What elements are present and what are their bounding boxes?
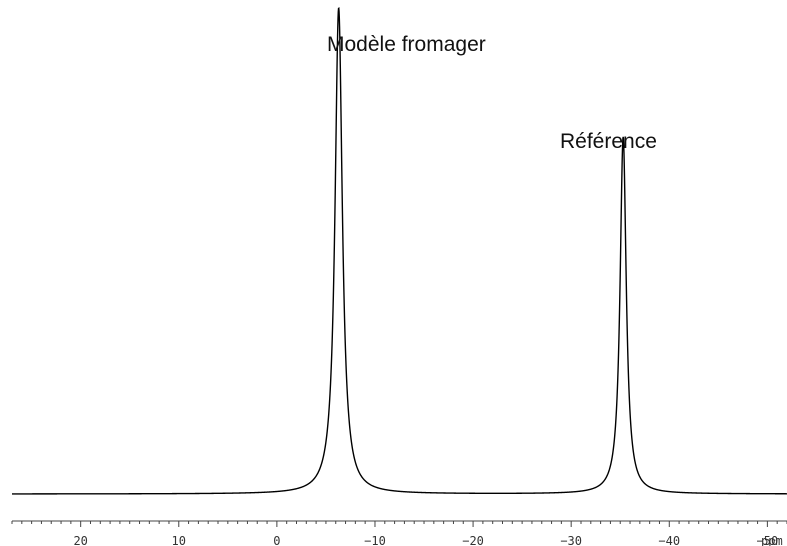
- annotations-group: Modèle fromager Référence: [327, 33, 657, 153]
- x-tick-label: −40: [658, 534, 680, 546]
- x-tick-label: 0: [273, 534, 280, 546]
- peak-label-sample: Modèle fromager: [327, 33, 486, 56]
- x-tick-label: 10: [172, 534, 186, 546]
- peak-label-reference: Référence: [560, 130, 657, 153]
- x-tick-label: −50: [757, 534, 779, 546]
- x-tick-label: 20: [73, 534, 87, 546]
- spectrum-trace-group: [12, 7, 787, 495]
- x-tick-label: −20: [462, 534, 484, 546]
- spectrum-line: [12, 7, 787, 495]
- x-tick-label: −10: [364, 534, 386, 546]
- x-axis-unit: ppm: [761, 534, 783, 546]
- x-tick-label: −30: [560, 534, 582, 546]
